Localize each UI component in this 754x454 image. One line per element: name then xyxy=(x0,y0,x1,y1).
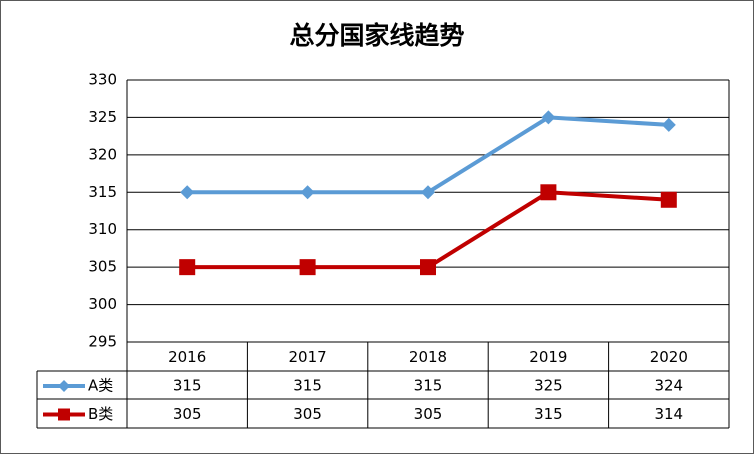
data-point xyxy=(180,185,195,200)
x-tick-label: 2018 xyxy=(409,348,447,366)
table-value: 314 xyxy=(654,405,683,423)
data-point xyxy=(421,185,435,200)
table-value: 305 xyxy=(293,405,322,423)
x-tick-label: 2016 xyxy=(168,348,206,366)
x-tick-label: 2017 xyxy=(289,348,327,366)
y-tick-label: 315 xyxy=(88,183,117,201)
data-point xyxy=(300,185,315,200)
chart-title: 总分国家线趋势 xyxy=(289,21,464,50)
y-tick-label: 305 xyxy=(88,258,117,276)
legend-label: B类 xyxy=(88,405,113,423)
table-value: 305 xyxy=(414,405,443,423)
data-point xyxy=(420,259,436,276)
data-point xyxy=(299,259,316,276)
y-tick-label: 325 xyxy=(88,108,117,126)
legend-label: A类 xyxy=(88,377,113,395)
legend-marker xyxy=(58,380,70,392)
y-tick-label: 320 xyxy=(88,145,117,163)
data-point xyxy=(540,184,557,201)
table-value: 305 xyxy=(173,405,202,423)
table-value: 325 xyxy=(534,377,563,395)
table-value: 315 xyxy=(293,377,322,395)
table-value: 315 xyxy=(534,405,563,423)
data-point xyxy=(661,117,676,132)
legend-marker xyxy=(58,408,70,421)
table-value: 324 xyxy=(654,377,683,395)
y-tick-label: 330 xyxy=(88,71,117,89)
data-point xyxy=(179,259,196,276)
table-value: 315 xyxy=(414,377,443,395)
data-point xyxy=(541,110,556,125)
x-tick-label: 2020 xyxy=(650,348,688,366)
y-tick-label: 310 xyxy=(88,220,117,238)
table-value: 315 xyxy=(173,377,202,395)
x-tick-label: 2019 xyxy=(529,348,567,366)
data-point xyxy=(660,191,677,208)
y-tick-label: 295 xyxy=(88,333,117,351)
y-tick-label: 300 xyxy=(88,295,117,313)
